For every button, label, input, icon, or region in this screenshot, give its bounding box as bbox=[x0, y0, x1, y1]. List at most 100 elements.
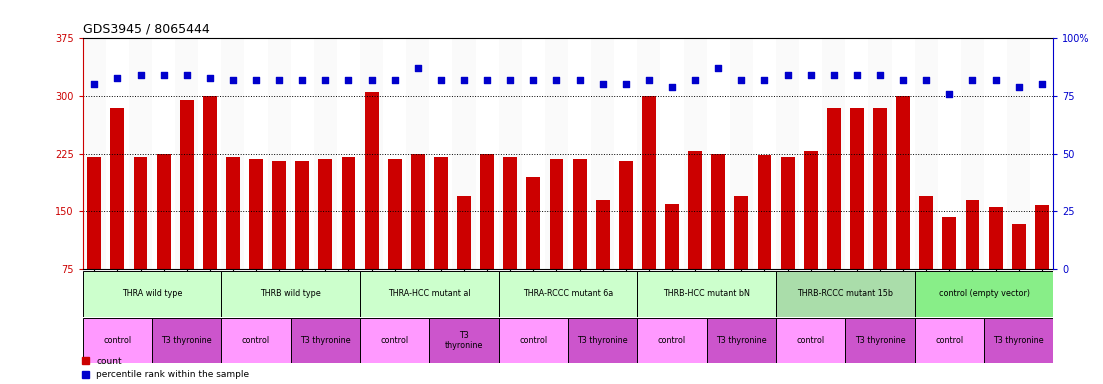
Bar bbox=[291, 38, 314, 269]
Bar bbox=[499, 271, 638, 317]
Bar bbox=[175, 38, 199, 269]
Point bbox=[895, 77, 912, 83]
Bar bbox=[475, 38, 499, 269]
Bar bbox=[433, 157, 448, 326]
Text: T3 thyronine: T3 thyronine bbox=[161, 336, 212, 345]
Bar bbox=[272, 161, 286, 326]
Bar bbox=[429, 318, 499, 363]
Bar bbox=[222, 271, 360, 317]
Bar bbox=[638, 38, 661, 269]
Bar bbox=[1030, 38, 1053, 269]
Bar bbox=[87, 157, 101, 326]
Point bbox=[293, 77, 311, 83]
Point bbox=[640, 77, 657, 83]
Point bbox=[825, 72, 843, 78]
Bar bbox=[642, 96, 656, 326]
Bar bbox=[383, 38, 406, 269]
Bar bbox=[891, 38, 914, 269]
Bar bbox=[226, 157, 239, 326]
Bar bbox=[827, 108, 840, 326]
Bar bbox=[572, 159, 587, 326]
Bar bbox=[268, 38, 291, 269]
Bar bbox=[360, 318, 429, 363]
Text: T3 thyronine: T3 thyronine bbox=[855, 336, 906, 345]
Bar bbox=[549, 159, 564, 326]
Text: T3
thyronine: T3 thyronine bbox=[445, 331, 483, 350]
Bar bbox=[1007, 38, 1030, 269]
Text: control: control bbox=[242, 336, 270, 345]
Bar bbox=[707, 318, 777, 363]
Bar bbox=[914, 271, 1053, 317]
Text: THRA-RCCC mutant 6a: THRA-RCCC mutant 6a bbox=[523, 289, 613, 298]
Point bbox=[270, 77, 288, 83]
Bar bbox=[591, 38, 614, 269]
Text: control: control bbox=[520, 336, 547, 345]
Bar bbox=[106, 38, 129, 269]
Bar bbox=[249, 159, 263, 326]
Point bbox=[386, 77, 404, 83]
Bar bbox=[314, 38, 336, 269]
Text: THRA wild type: THRA wild type bbox=[121, 289, 182, 298]
Bar bbox=[707, 38, 730, 269]
Bar bbox=[110, 108, 125, 326]
Bar bbox=[845, 38, 868, 269]
Point bbox=[548, 77, 566, 83]
Bar bbox=[984, 38, 1007, 269]
Point bbox=[1034, 81, 1051, 88]
Bar bbox=[845, 318, 914, 363]
Bar bbox=[638, 318, 707, 363]
Bar bbox=[480, 154, 494, 326]
Point bbox=[663, 84, 681, 90]
Point bbox=[570, 77, 588, 83]
Point bbox=[479, 77, 496, 83]
Point bbox=[871, 72, 889, 78]
Bar bbox=[919, 196, 933, 326]
Bar bbox=[804, 151, 817, 326]
Point bbox=[178, 72, 195, 78]
Bar bbox=[222, 38, 245, 269]
Point bbox=[617, 81, 634, 88]
Bar bbox=[688, 151, 703, 326]
Bar bbox=[988, 207, 1003, 326]
Point bbox=[108, 74, 126, 81]
Bar bbox=[503, 157, 517, 326]
Text: T3 thyronine: T3 thyronine bbox=[994, 336, 1045, 345]
Text: THRA-HCC mutant al: THRA-HCC mutant al bbox=[388, 289, 471, 298]
Text: THRB wild type: THRB wild type bbox=[260, 289, 321, 298]
Point bbox=[154, 72, 172, 78]
Point bbox=[432, 77, 450, 83]
Text: GDS3945 / 8065444: GDS3945 / 8065444 bbox=[83, 23, 210, 36]
Bar bbox=[296, 161, 309, 326]
Bar bbox=[665, 204, 679, 326]
Bar bbox=[545, 38, 568, 269]
Point bbox=[224, 77, 242, 83]
Bar bbox=[777, 38, 800, 269]
Text: THRB-RCCC mutant 15b: THRB-RCCC mutant 15b bbox=[797, 289, 893, 298]
Bar bbox=[83, 318, 152, 363]
Bar bbox=[342, 157, 355, 326]
Bar bbox=[245, 38, 268, 269]
Bar bbox=[711, 154, 725, 326]
Bar bbox=[411, 154, 425, 326]
Point bbox=[802, 72, 820, 78]
Bar bbox=[614, 38, 638, 269]
Point bbox=[779, 72, 796, 78]
Text: control (empty vector): control (empty vector) bbox=[939, 289, 1029, 298]
Bar bbox=[133, 157, 148, 326]
Point bbox=[593, 81, 611, 88]
Point bbox=[201, 74, 218, 81]
Bar bbox=[429, 38, 452, 269]
Text: control: control bbox=[935, 336, 963, 345]
Text: T3 thyronine: T3 thyronine bbox=[300, 336, 351, 345]
Bar bbox=[938, 38, 961, 269]
Point bbox=[848, 72, 866, 78]
Bar bbox=[965, 200, 979, 326]
Bar bbox=[457, 196, 471, 326]
Bar bbox=[984, 318, 1053, 363]
Bar bbox=[83, 38, 106, 269]
Bar bbox=[897, 96, 910, 326]
Bar bbox=[522, 38, 545, 269]
Bar bbox=[406, 38, 429, 269]
Bar bbox=[753, 38, 777, 269]
Point bbox=[756, 77, 773, 83]
